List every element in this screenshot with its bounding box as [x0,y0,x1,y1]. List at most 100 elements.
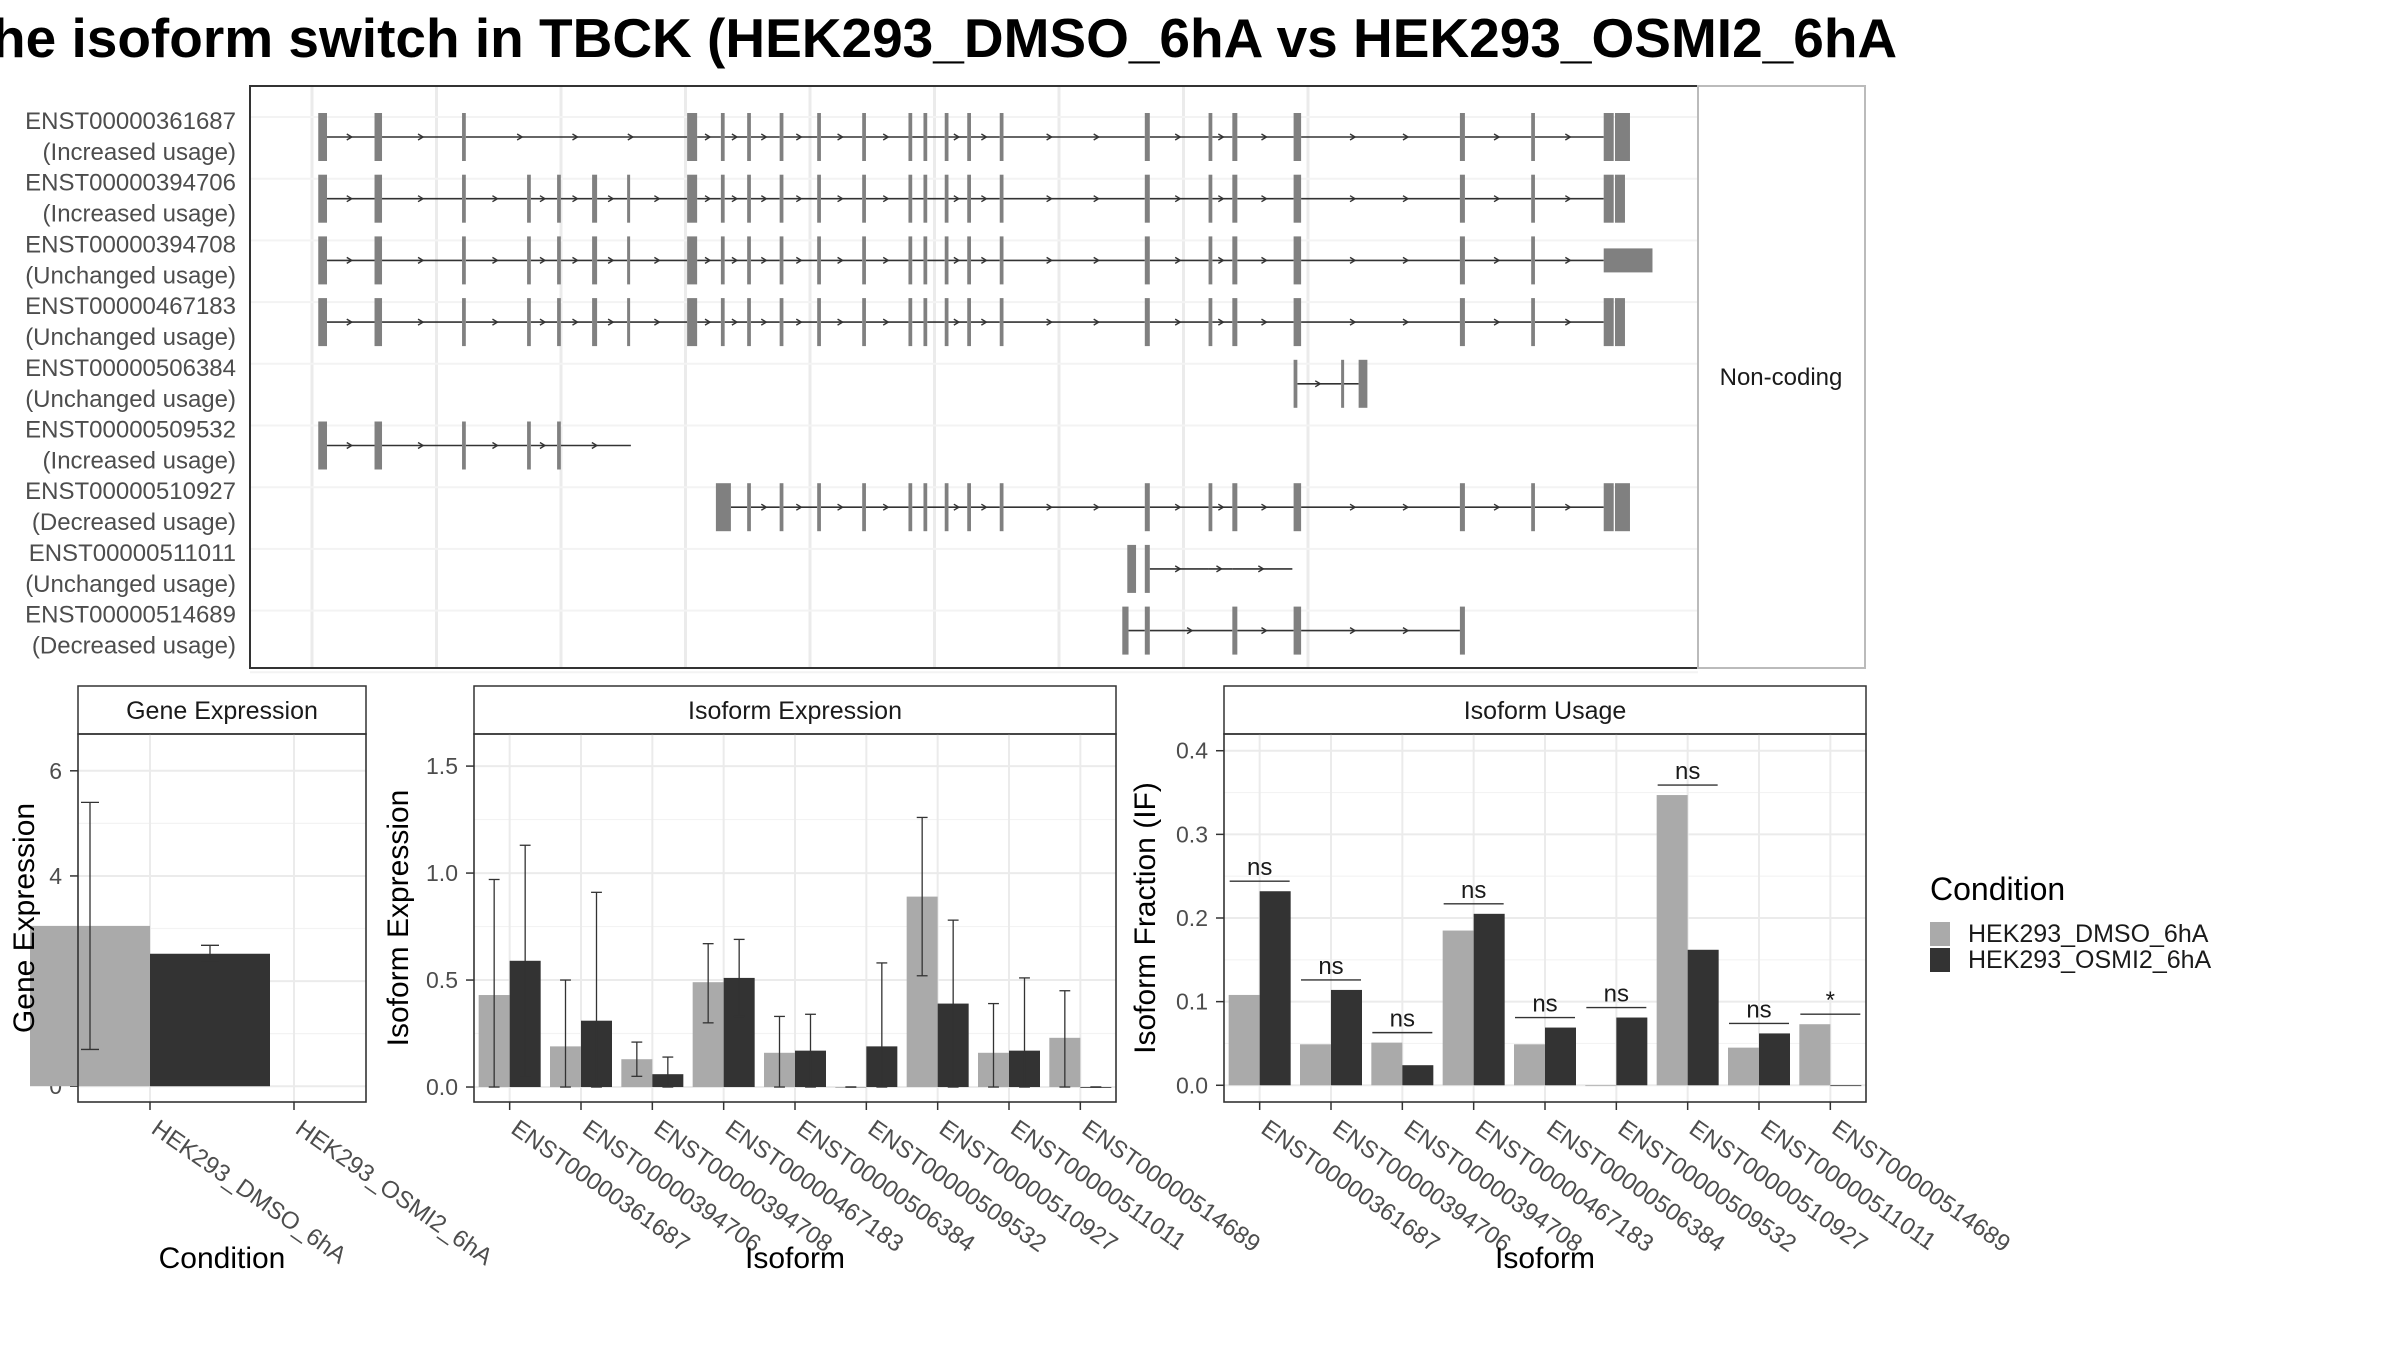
bar [1585,1085,1617,1087]
exon [374,113,383,161]
exon [374,421,383,470]
intron-arrow [1046,256,1053,265]
exon [462,236,466,285]
exon [999,113,1004,161]
intron-arrow [607,195,615,203]
y-tick-label: 4 [49,863,62,889]
intron-arrow [572,318,579,326]
significance-label: ns [1247,854,1272,881]
intron-arrow [1093,256,1101,265]
exon [1603,113,1614,161]
intron-arrow [760,195,768,203]
exon [747,298,751,347]
significance-label: ns [1390,1006,1415,1033]
intron-arrow [795,256,803,265]
exon [1232,483,1238,532]
exon [1614,174,1625,223]
exon [1341,359,1345,408]
transcript-id-label: ENST00000509532 [25,417,236,444]
significance-label: ns [1461,877,1486,904]
transcript-usage-label: (Unchanged usage) [25,571,236,598]
intron-arrow [1349,256,1357,265]
exon [687,174,698,223]
intron-arrow [654,256,661,265]
significance-label: ns [1675,758,1700,785]
exon [747,113,751,161]
intron-arrow [981,256,988,265]
legend-label-osmi: HEK293_OSMI2_6hA [1968,946,2212,974]
bar [1728,1047,1759,1086]
gene-structure-panel: Non-coding ENST00000361687 (Increased usa… [25,85,1866,674]
exon [967,483,971,532]
exon [687,236,698,285]
exon [944,236,949,285]
exon [1293,113,1302,161]
intron-arrow [1402,195,1410,203]
intron-arrow [760,133,768,141]
intron-arrow [953,256,961,265]
transcript-id-label: ENST00000506384 [25,355,236,382]
exon [715,483,731,532]
intron-arrow [346,195,354,203]
exon [1144,483,1150,532]
intron-arrow [1261,256,1268,265]
intron-arrow [981,195,988,203]
exon [779,298,784,347]
intron-arrow [1402,256,1410,265]
exon [527,174,531,223]
intron-arrow [1217,503,1225,511]
exon [1459,606,1465,655]
exon [1531,483,1535,532]
intron-arrow [346,256,354,265]
y-tick-label: 0.0 [1176,1072,1208,1098]
intron-arrow [731,133,739,141]
exon [720,236,725,285]
significance-label: ns [1532,991,1557,1018]
exon [374,174,383,223]
intron-arrow [731,256,739,265]
exon [1293,236,1302,285]
exon [1208,236,1213,285]
exon [923,113,928,161]
intron-arrow [1349,318,1357,326]
figure-title: he isoform switch in TBCK (HEK293_DMSO_6… [0,7,1897,69]
panel-strip [473,685,1117,735]
exon [1531,174,1535,223]
exon [720,174,725,223]
x-axis-title: Isoform [745,1242,845,1275]
exon [779,174,784,223]
intron-arrow [1174,195,1182,203]
exon [527,236,531,285]
exon [908,174,913,223]
intron-arrow [1261,195,1268,203]
exon [687,298,698,347]
exon [1293,359,1298,408]
intron-arrow [346,318,354,326]
intron-arrow [417,195,425,203]
intron-arrow [731,195,739,203]
exon [1144,113,1150,161]
intron-arrow [492,195,499,203]
intron-arrow [539,256,547,265]
intron-arrow [1349,503,1357,511]
exon [779,483,784,532]
intron-arrow [731,318,739,326]
transcript-id-label: ENST00000394706 [25,170,236,197]
intron-arrow [654,318,661,326]
exon [747,483,751,532]
isoform-usage-panel: Isoform Usage 0.0 0.1 0.2 0.3 0.4 ns ns ns ns ns ns… [1129,685,2015,1275]
intron-arrow [1261,318,1268,326]
exon [720,113,725,161]
exon [1603,174,1614,223]
exon [374,236,383,285]
intron-arrow [572,195,579,203]
exon [779,236,784,285]
exon [923,483,928,532]
exon [862,113,866,161]
intron-arrow [837,318,844,326]
intron-arrow [795,133,803,141]
exon [967,298,971,347]
exon [967,236,971,285]
bar [1656,795,1688,1086]
exon [1232,174,1238,223]
